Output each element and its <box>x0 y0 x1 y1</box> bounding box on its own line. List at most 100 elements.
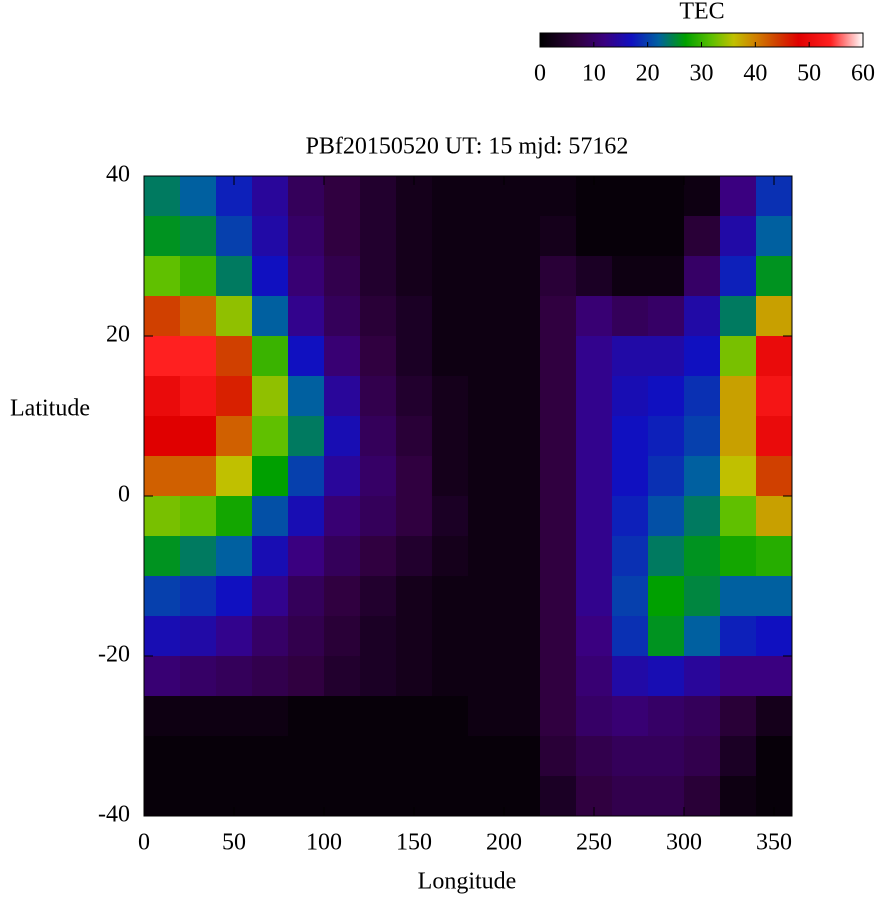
colorbar-strip <box>636 33 638 47</box>
heatmap-cell <box>216 456 253 497</box>
heatmap-cell <box>576 496 613 537</box>
x-tick-label: 200 <box>486 830 522 856</box>
heatmap-cell <box>720 776 757 817</box>
colorbar-strip <box>824 33 826 47</box>
heatmap-cell <box>180 336 217 377</box>
heatmap-cell <box>324 416 361 457</box>
colorbar-strip <box>829 33 831 47</box>
colorbar-strip <box>632 33 634 47</box>
colorbar-strip <box>586 33 588 47</box>
heatmap-cell <box>684 376 721 417</box>
heatmap-cell <box>720 296 757 337</box>
colorbar-strip <box>836 33 838 47</box>
colorbar-strip <box>711 33 713 47</box>
heatmap-cell <box>720 376 757 417</box>
colorbar-strip <box>849 33 851 47</box>
heatmap-cell <box>288 336 325 377</box>
colorbar-strip <box>817 33 819 47</box>
heatmap-cell <box>648 736 685 777</box>
y-tick-label: 40 <box>106 162 130 188</box>
colorbar-strip <box>600 33 602 47</box>
heatmap-cell <box>720 736 757 777</box>
heatmap-cell <box>288 176 325 217</box>
colorbar-strip <box>830 33 832 47</box>
colorbar-strip <box>594 33 596 47</box>
heatmap-cell <box>252 216 289 257</box>
heatmap-cell <box>576 416 613 457</box>
colorbar-strip <box>613 33 615 47</box>
colorbar-strip <box>752 33 754 47</box>
colorbar-strip <box>571 33 573 47</box>
heatmap-cell <box>432 536 469 577</box>
heatmap-cell <box>468 416 505 457</box>
heatmap-cell <box>324 656 361 697</box>
heatmap-cell <box>504 216 541 257</box>
colorbar-strip <box>726 33 728 47</box>
colorbar-strip <box>610 33 612 47</box>
heatmap-cell <box>216 256 253 297</box>
colorbar-strip <box>763 33 765 47</box>
colorbar-strip <box>754 33 756 47</box>
heatmap-cell <box>756 616 793 657</box>
heatmap-cell <box>684 496 721 537</box>
heatmap-cell <box>216 336 253 377</box>
heatmap-cell <box>720 176 757 217</box>
colorbar-strip <box>660 33 662 47</box>
colorbar-strip <box>860 33 862 47</box>
colorbar-strip <box>753 33 755 47</box>
axes: 0 50 100 150 200 250 300 350 -40 -20 0 20 40 <box>98 162 793 856</box>
heatmap-cell <box>180 176 217 217</box>
colorbar-strip <box>581 33 583 47</box>
heatmap-cell <box>648 576 685 617</box>
heatmap-cell <box>504 576 541 617</box>
colorbar-strip <box>678 33 680 47</box>
colorbar-strip <box>806 33 808 47</box>
heatmap-cell <box>360 696 397 737</box>
colorbar-strip <box>641 33 643 47</box>
colorbar-strip <box>645 33 647 47</box>
colorbar-strip <box>631 33 633 47</box>
heatmap-cell <box>576 376 613 417</box>
colorbar-strip <box>736 33 738 47</box>
heatmap-cell <box>612 176 649 217</box>
colorbar-strip <box>827 33 829 47</box>
heatmap-cell <box>324 696 361 737</box>
colorbar-strip <box>573 33 575 47</box>
heatmap-cell <box>576 456 613 497</box>
colorbar-strip <box>554 33 556 47</box>
heatmap-cell <box>540 496 577 537</box>
heatmap-cell <box>144 456 181 497</box>
colorbar-strip <box>843 33 845 47</box>
heatmap-cell <box>288 736 325 777</box>
colorbar-strip <box>612 33 614 47</box>
colorbar-strip <box>709 33 711 47</box>
heatmap-cell <box>684 176 721 217</box>
colorbar-strip <box>680 33 682 47</box>
heatmap-cell <box>468 216 505 257</box>
colorbar-strip <box>633 33 635 47</box>
colorbar-strip <box>722 33 724 47</box>
y-tick-label: 0 <box>118 482 130 508</box>
colorbar-strip <box>730 33 732 47</box>
heatmap-cell <box>684 576 721 617</box>
colorbar-strip <box>567 33 569 47</box>
colorbar-strip <box>853 33 855 47</box>
heatmap-cell <box>252 416 289 457</box>
colorbar-strip <box>699 33 701 47</box>
y-tick-label: 20 <box>106 322 130 348</box>
colorbar-strip <box>701 33 703 47</box>
heatmap-cell <box>648 416 685 457</box>
colorbar-strip <box>577 33 579 47</box>
colorbar-strip <box>799 33 801 47</box>
heatmap-cell <box>396 416 433 457</box>
colorbar-strip <box>707 33 709 47</box>
x-tick-label: 300 <box>666 830 702 856</box>
colorbar-strip <box>647 33 649 47</box>
heatmap-cell <box>648 176 685 217</box>
colorbar-strip <box>582 33 584 47</box>
colorbar-strip <box>565 33 567 47</box>
heatmap-cell <box>216 576 253 617</box>
heatmap-cell <box>324 256 361 297</box>
heatmap-cell <box>360 776 397 817</box>
x-tick-label: 250 <box>576 830 612 856</box>
